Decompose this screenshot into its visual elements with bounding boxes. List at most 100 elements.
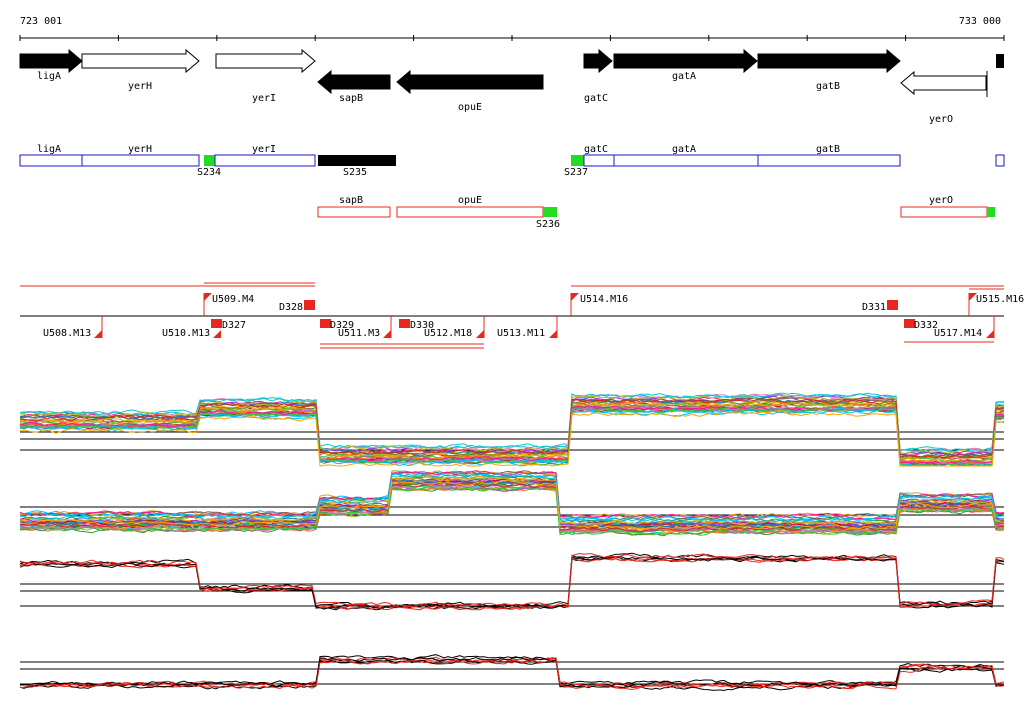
box-sapb[interactable]: [317, 206, 391, 218]
gene-arrow-gata[interactable]: [613, 48, 758, 74]
gene-arrow-yerh[interactable]: [81, 48, 200, 74]
expression-trace: [19, 407, 1005, 467]
expression-trace: [19, 472, 1005, 523]
unit-label-d330: D330: [410, 320, 434, 331]
unit-label-u509: U509.M4: [212, 294, 254, 305]
gene-arrow-gatb[interactable]: [757, 48, 901, 74]
coord-start-label: 723 001: [20, 16, 62, 27]
expression-trace: [19, 398, 1005, 459]
expression-trace: [19, 654, 1005, 686]
gene-label-gatb: gatB: [816, 81, 840, 92]
unit-u514-flag[interactable]: [571, 293, 579, 301]
box-label-opue: opuE: [458, 195, 482, 206]
unit-u511-flag[interactable]: [383, 330, 391, 338]
segment-s237-marker[interactable]: [571, 155, 584, 166]
box-label-liga: ligA: [37, 144, 61, 155]
unit-label-d331: D331: [862, 302, 886, 313]
segment-s235[interactable]: [318, 155, 396, 166]
expression-trace: [19, 479, 1005, 530]
unit-label-u517: U517.M14: [934, 328, 982, 339]
gene-arrow-yero[interactable]: [900, 70, 987, 96]
segment-track: ligA yerH S234 yerI S235 S237 gatC gatA …: [19, 144, 1005, 230]
box-gatb[interactable]: [757, 154, 901, 167]
box-yero[interactable]: [900, 206, 988, 218]
gene-label-sapb: sapB: [339, 93, 363, 104]
unit-track: U509.M4 D328 U514.M16 D331 U515.M16 U508…: [20, 282, 1024, 349]
box-liga[interactable]: [19, 154, 83, 167]
unit-u512-flag[interactable]: [476, 330, 484, 338]
unit-u509-flag[interactable]: [204, 293, 212, 301]
segment-label-s236: S236: [536, 219, 560, 230]
gene-arrow-opue[interactable]: [396, 69, 544, 95]
box-fragment-edge[interactable]: [995, 154, 1005, 167]
expression-trace: [19, 475, 1004, 526]
expression-trace: [19, 470, 1005, 521]
profile-panel-1: [19, 392, 1005, 467]
coord-end-label: 733 000: [959, 16, 1001, 27]
box-label-yerh: yerH: [128, 144, 152, 155]
profile-panel-4: [19, 654, 1005, 692]
expression-trace: [19, 552, 1005, 609]
expression-trace: [19, 470, 1005, 519]
box-label-gatb: gatB: [816, 144, 840, 155]
unit-d332-box[interactable]: [904, 319, 915, 328]
unit-label-u512: U512.M18: [424, 328, 472, 339]
gene-label-liga: ligA: [37, 71, 61, 82]
gene-arrow-liga[interactable]: [19, 48, 83, 74]
segment-label-s237: S237: [564, 167, 588, 178]
expression-profiles: [19, 392, 1005, 692]
unit-d328-box[interactable]: [304, 300, 315, 310]
expression-trace: [19, 470, 1005, 520]
expression-trace: [19, 470, 1005, 520]
profile-panel-3: [19, 552, 1005, 611]
unit-label-d328: D328: [279, 302, 303, 313]
gene-arrow-yeri[interactable]: [215, 48, 316, 74]
unit-d327-box[interactable]: [211, 319, 222, 328]
expression-trace: [19, 409, 1005, 467]
gene-arrow-gatc[interactable]: [583, 48, 613, 74]
gene-label-yero: yerO: [929, 114, 953, 125]
unit-d329-box[interactable]: [320, 319, 331, 328]
segment-s234-marker[interactable]: [204, 155, 215, 166]
unit-label-u511: U511.M3: [338, 328, 380, 339]
gene-fragment-edge[interactable]: [996, 54, 1004, 68]
box-label-yero: yerO: [929, 195, 953, 206]
gene-label-yerh: yerH: [128, 81, 152, 92]
box-gatc[interactable]: [583, 154, 615, 167]
yero-green-marker[interactable]: [987, 207, 995, 217]
unit-u510-flag[interactable]: [213, 330, 221, 338]
expression-trace: [19, 401, 1005, 462]
box-gata[interactable]: [613, 154, 759, 167]
expression-trace: [19, 482, 1005, 533]
unit-u517-flag[interactable]: [986, 330, 994, 338]
box-yeri[interactable]: [214, 154, 316, 167]
box-label-yeri: yerI: [252, 144, 276, 155]
box-label-gatc: gatC: [584, 144, 608, 155]
unit-u508-flag[interactable]: [94, 330, 102, 338]
unit-u513-flag[interactable]: [549, 330, 557, 338]
expression-trace: [19, 474, 1005, 523]
unit-label-d332: D332: [914, 320, 938, 331]
expression-trace: [19, 555, 1005, 609]
ruler-ticks: [19, 35, 1005, 41]
unit-label-u508: U508.M13: [43, 328, 91, 339]
expression-trace: [19, 406, 1005, 467]
box-yerh[interactable]: [81, 154, 200, 167]
box-label-gata: gatA: [672, 144, 696, 155]
segment-s236-marker[interactable]: [543, 207, 557, 217]
gene-label-yeri: yerI: [252, 93, 276, 104]
gene-label-gatc: gatC: [584, 93, 608, 104]
box-opue[interactable]: [396, 206, 544, 218]
expression-trace: [19, 393, 1005, 452]
unit-label-u513: U513.M11: [497, 328, 545, 339]
unit-u515-flag[interactable]: [969, 293, 977, 301]
box-label-sapb: sapB: [339, 195, 363, 206]
gene-arrow-sapb[interactable]: [317, 69, 391, 95]
unit-d331-box[interactable]: [887, 300, 898, 310]
unit-label-u510: U510.M13: [162, 328, 210, 339]
expression-trace: [19, 656, 1005, 688]
unit-d330-box[interactable]: [399, 319, 410, 328]
gene-label-gata: gatA: [672, 71, 696, 82]
expression-trace: [19, 556, 1005, 611]
